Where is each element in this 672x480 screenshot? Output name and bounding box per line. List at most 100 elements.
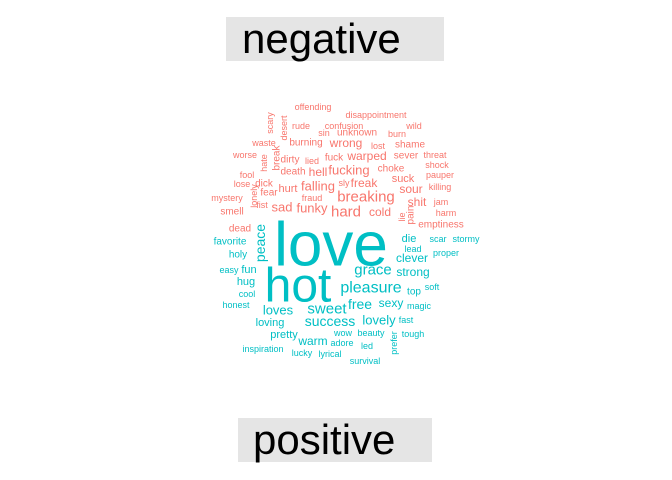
word-positive-fast: fast: [399, 315, 414, 325]
word-negative-wild: wild: [405, 121, 422, 131]
word-negative-break: break: [272, 144, 283, 170]
word-positive-magic: magic: [407, 301, 432, 311]
word-positive-favorite: favorite: [214, 237, 247, 248]
word-positive-holy: holy: [229, 250, 247, 261]
word-negative-disappointment: disappointment: [345, 110, 407, 120]
word-positive-loving: loving: [256, 317, 285, 329]
word-positive-fun: fun: [241, 264, 256, 276]
word-negative-shame: shame: [395, 140, 425, 151]
word-positive-free: free: [348, 296, 372, 312]
word-negative-burning: burning: [289, 138, 322, 149]
word-negative-fist: fist: [256, 200, 268, 210]
word-negative-hell: hell: [309, 165, 328, 179]
word-positive-led: led: [361, 341, 373, 351]
word-negative-harm: harm: [436, 208, 457, 218]
word-negative-dirty: dirty: [281, 155, 300, 166]
word-positive-strong: strong: [396, 265, 429, 279]
word-negative-shit: shit: [408, 195, 427, 209]
word-positive-pretty: pretty: [270, 329, 298, 341]
word-negative-mystery: mystery: [211, 193, 243, 203]
word-positive-easy: easy: [219, 265, 239, 275]
word-negative-scary: scary: [265, 112, 275, 134]
word-positive-adore: adore: [330, 338, 353, 348]
word-negative-freak: freak: [351, 176, 379, 190]
word-negative-hard: hard: [331, 204, 361, 221]
word-positive-proper: proper: [433, 248, 459, 258]
word-positive-sweet: sweet: [307, 301, 347, 318]
word-negative-lose: lose: [234, 179, 251, 189]
word-negative-dead: dead: [229, 224, 251, 235]
word-negative-pauper: pauper: [426, 170, 454, 180]
word-negative-fool: fool: [240, 170, 255, 180]
word-negative-sly: sly: [339, 178, 350, 188]
word-positive-peace: peace: [252, 224, 268, 262]
word-negative-offending: offending: [295, 102, 332, 112]
negative-label-box: [226, 17, 444, 61]
positive-label: positive: [253, 416, 396, 463]
word-negative-fucking: fucking: [328, 163, 369, 178]
word-positive-sexy: sexy: [379, 296, 404, 310]
word-negative-funky: funky: [296, 201, 328, 216]
word-positive-tough: tough: [402, 329, 425, 339]
word-negative-confusion: confusion: [325, 121, 364, 131]
word-positive-survival: survival: [350, 356, 381, 366]
word-positive-lead: lead: [404, 244, 421, 254]
positive-label-box: [238, 418, 432, 462]
word-negative-warped: warped: [346, 149, 386, 163]
word-negative-killing: killing: [429, 182, 452, 192]
word-negative-pain: pain: [406, 206, 417, 225]
word-positive-lucky: lucky: [292, 348, 313, 358]
word-negative-fear: fear: [260, 188, 278, 199]
word-positive-hug: hug: [237, 276, 255, 288]
word-negative-cold: cold: [369, 205, 391, 219]
word-negative-fraud: fraud: [302, 193, 323, 203]
word-negative-breaking: breaking: [337, 189, 395, 206]
word-positive-honest: honest: [222, 300, 250, 310]
word-positive-pleasure: pleasure: [340, 280, 401, 297]
word-negative-lie: lie: [397, 212, 407, 221]
word-negative-sad: sad: [272, 200, 293, 215]
word-positive-lyrical: lyrical: [318, 349, 341, 359]
word-positive-stormy: stormy: [453, 234, 481, 244]
word-negative-unknown: unknown: [337, 128, 377, 139]
word-negative-choke: choke: [378, 164, 405, 175]
word-negative-shock: shock: [425, 160, 449, 170]
word-negative-fuck: fuck: [325, 153, 344, 164]
word-negative-worse: worse: [232, 150, 257, 160]
word-negative-death: death: [280, 167, 305, 178]
word-positive-clever: clever: [396, 251, 428, 265]
word-negative-dick: dick: [255, 179, 274, 190]
word-positive-beauty: beauty: [357, 328, 385, 338]
word-negative-emptiness: emptiness: [418, 220, 464, 231]
word-negative-lied: lied: [305, 156, 319, 166]
word-positive-love: love: [274, 211, 388, 280]
word-negative-sin: sin: [318, 128, 330, 138]
word-negative-hate: hate: [259, 154, 269, 172]
word-negative-hurt: hurt: [279, 183, 298, 195]
word-positive-hot: hot: [265, 260, 332, 313]
word-positive-lovely: lovely: [362, 313, 396, 328]
word-negative-sever: sever: [394, 151, 419, 162]
word-positive-wow: wow: [333, 328, 353, 338]
word-negative-rude: rude: [292, 121, 310, 131]
word-positive-top: top: [407, 287, 421, 298]
word-positive-grace: grace: [354, 262, 392, 279]
word-positive-warm: warm: [297, 334, 327, 348]
word-negative-smell: smell: [220, 207, 243, 218]
word-negative-threat: threat: [423, 150, 447, 160]
negative-label: negative: [242, 15, 401, 62]
word-negative-lonely: lonely: [249, 184, 259, 208]
word-negative-lost: lost: [371, 141, 386, 151]
word-negative-jam: jam: [433, 197, 449, 207]
word-negative-wrong: wrong: [329, 136, 363, 150]
word-positive-prefer: prefer: [389, 331, 399, 355]
word-positive-die: die: [402, 233, 417, 245]
word-negative-burn: burn: [388, 129, 406, 139]
word-positive-success: success: [305, 313, 356, 329]
word-negative-desert: desert: [279, 115, 289, 141]
word-positive-inspiration: inspiration: [242, 344, 283, 354]
word-negative-falling: falling: [301, 179, 335, 194]
word-negative-suck: suck: [392, 173, 415, 185]
word-negative-waste: waste: [251, 138, 276, 148]
